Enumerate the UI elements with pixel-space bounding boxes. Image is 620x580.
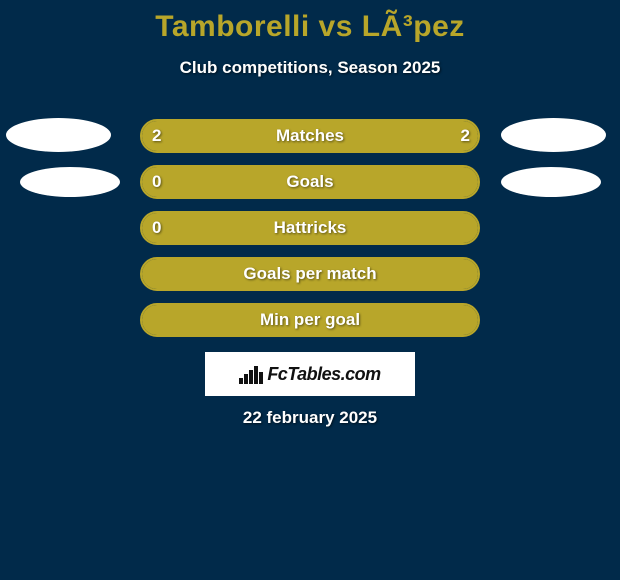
- brand-bars-icon: [239, 364, 263, 384]
- stats-area: Matches22 Goals0 Hattricks0 Goals per match…: [0, 116, 620, 340]
- footer-date: 22 february 2025: [0, 408, 620, 428]
- stat-bar-fill: [142, 259, 478, 289]
- stat-row: Hattricks0: [0, 208, 620, 248]
- team-a-logo: [6, 118, 111, 152]
- stat-row: Goals per match: [0, 254, 620, 294]
- stat-row: Min per goal: [0, 300, 620, 340]
- stat-bar-track: [140, 303, 480, 337]
- team-a-logo: [20, 167, 120, 197]
- stat-bar-fill: [142, 167, 478, 197]
- brand-logo-box: FcTables.com: [205, 352, 415, 396]
- brand-text: FcTables.com: [267, 364, 380, 385]
- stat-bar-fill: [142, 213, 478, 243]
- stat-bar-fill-right: [310, 121, 478, 151]
- stat-bar-fill-left: [142, 121, 310, 151]
- competition-subtitle: Club competitions, Season 2025: [0, 58, 620, 78]
- player-b-name: LÃ³pez: [362, 10, 465, 43]
- player-a-name: Tamborelli: [155, 10, 309, 43]
- stat-row: Matches22: [0, 116, 620, 156]
- team-b-logo: [501, 167, 601, 197]
- stat-bar-track: [140, 165, 480, 199]
- page-title: Tamborelli vs LÃ³pez: [0, 0, 620, 44]
- stat-row: Goals0: [0, 162, 620, 202]
- stat-bar-track: [140, 257, 480, 291]
- stat-bar-track: [140, 211, 480, 245]
- stat-bar-fill: [142, 305, 478, 335]
- stat-bar-track: [140, 119, 480, 153]
- comparison-card: Tamborelli vs LÃ³pez Club competitions, …: [0, 0, 620, 580]
- vs-text: vs: [310, 10, 362, 43]
- team-b-logo: [501, 118, 606, 152]
